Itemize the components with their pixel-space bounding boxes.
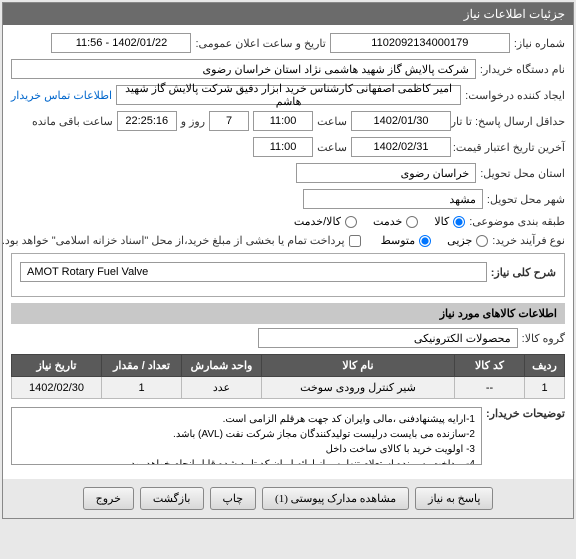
cat-service-radio[interactable] <box>406 216 418 228</box>
desc-box: 1-ارایه پیشنهادفنی ،مالی وایران کد جهت ه… <box>11 407 482 465</box>
need-no-label: شماره نیاز: <box>514 37 565 50</box>
time-label-1: ساعت <box>317 115 347 128</box>
proc-small-label: جزیی <box>447 234 472 247</box>
col-unit: واحد شمارش <box>182 355 262 377</box>
city-label: شهر محل تحویل: <box>487 193 565 206</box>
buyer-label: نام دستگاه خریدار: <box>480 63 565 76</box>
col-code: کد کالا <box>455 355 525 377</box>
deadline-label: حداقل ارسال پاسخ: تا تاریخ: <box>455 115 565 128</box>
buyer-field: شرکت پالایش گاز شهید هاشمی نژاد استان خر… <box>11 59 476 79</box>
cell-unit: عدد <box>182 377 262 399</box>
desc-label: توضیحات خریدار: <box>486 407 565 420</box>
credit-date-field: 1402/02/31 <box>351 137 451 157</box>
back-button[interactable]: بازگشت <box>140 487 204 510</box>
items-header: اطلاعات کالاهای مورد نیاز <box>11 303 565 324</box>
group-label: گروه کالا: <box>522 332 565 345</box>
cat-both-label: کالا/خدمت <box>294 215 341 228</box>
exit-button[interactable]: خروج <box>83 487 134 510</box>
contact-link[interactable]: اطلاعات تماس خریدار <box>11 89 112 102</box>
attach-button[interactable]: مشاهده مدارک پیوستی (1) <box>262 487 409 510</box>
group-field: محصولات الکترونیکی <box>258 328 518 348</box>
cat-kala-radio[interactable] <box>453 216 465 228</box>
countdown-field: 22:25:16 <box>117 111 177 131</box>
proc-small-radio[interactable] <box>476 235 488 247</box>
deadline-date-field: 1402/01/30 <box>351 111 451 131</box>
announce-label: تاریخ و ساعت اعلان عمومی: <box>195 37 325 50</box>
credit-time-field: 11:00 <box>253 137 313 157</box>
days-field: 7 <box>209 111 249 131</box>
pay-note-check[interactable] <box>349 235 361 247</box>
col-date: تاریخ نیاز <box>12 355 102 377</box>
cat-both-radio[interactable] <box>345 216 357 228</box>
reply-button[interactable]: پاسخ به نیاز <box>415 487 493 510</box>
summary-label: شرح کلی نیاز: <box>491 266 556 279</box>
table-row[interactable]: 1 -- شیر کنترل ورودی سوخت عدد 1 1402/02/… <box>12 377 565 399</box>
province-field: خراسان رضوی <box>296 163 476 183</box>
category-label: طبقه بندی موضوعی: <box>469 215 565 228</box>
need-no-field: 1102092134000179 <box>330 33 510 53</box>
process-label: نوع فرآیند خرید: <box>492 234 565 247</box>
proc-medium-label: متوسط <box>381 234 416 247</box>
cell-name: شیر کنترل ورودی سوخت <box>262 377 455 399</box>
col-qty: تعداد / مقدار <box>102 355 182 377</box>
cell-code: -- <box>455 377 525 399</box>
remain-label: ساعت باقی مانده <box>32 115 113 128</box>
cell-date: 1402/02/30 <box>12 377 102 399</box>
credit-label: آخرین تاریخ اعتبار قیمت: تا تاریخ: <box>455 141 565 154</box>
days-label: روز و <box>181 115 205 128</box>
cat-kala-label: کالا <box>434 215 449 228</box>
creator-field: امیر کاظمی اصفهانی کارشناس خرید ابزار دق… <box>116 85 461 105</box>
province-label: استان محل تحویل: <box>480 167 565 180</box>
announce-field: 1402/01/22 - 11:56 <box>51 33 191 53</box>
time-label-2: ساعت <box>317 141 347 154</box>
city-field: مشهد <box>303 189 483 209</box>
print-button[interactable]: چاپ <box>210 487 257 510</box>
cat-service-label: خدمت <box>373 215 402 228</box>
cell-row: 1 <box>525 377 565 399</box>
panel-title: جزئیات اطلاعات نیاز <box>3 3 573 25</box>
summary-field: AMOT Rotary Fuel Valve <box>20 262 487 282</box>
pay-note-label: پرداخت تمام یا بخشی از مبلغ خرید،از محل … <box>2 234 345 247</box>
items-table: ردیف کد کالا نام کالا واحد شمارش تعداد /… <box>11 354 565 399</box>
cell-qty: 1 <box>102 377 182 399</box>
proc-medium-radio[interactable] <box>419 235 431 247</box>
creator-label: ایجاد کننده درخواست: <box>465 89 565 102</box>
deadline-time-field: 11:00 <box>253 111 313 131</box>
col-row: ردیف <box>525 355 565 377</box>
col-name: نام کالا <box>262 355 455 377</box>
